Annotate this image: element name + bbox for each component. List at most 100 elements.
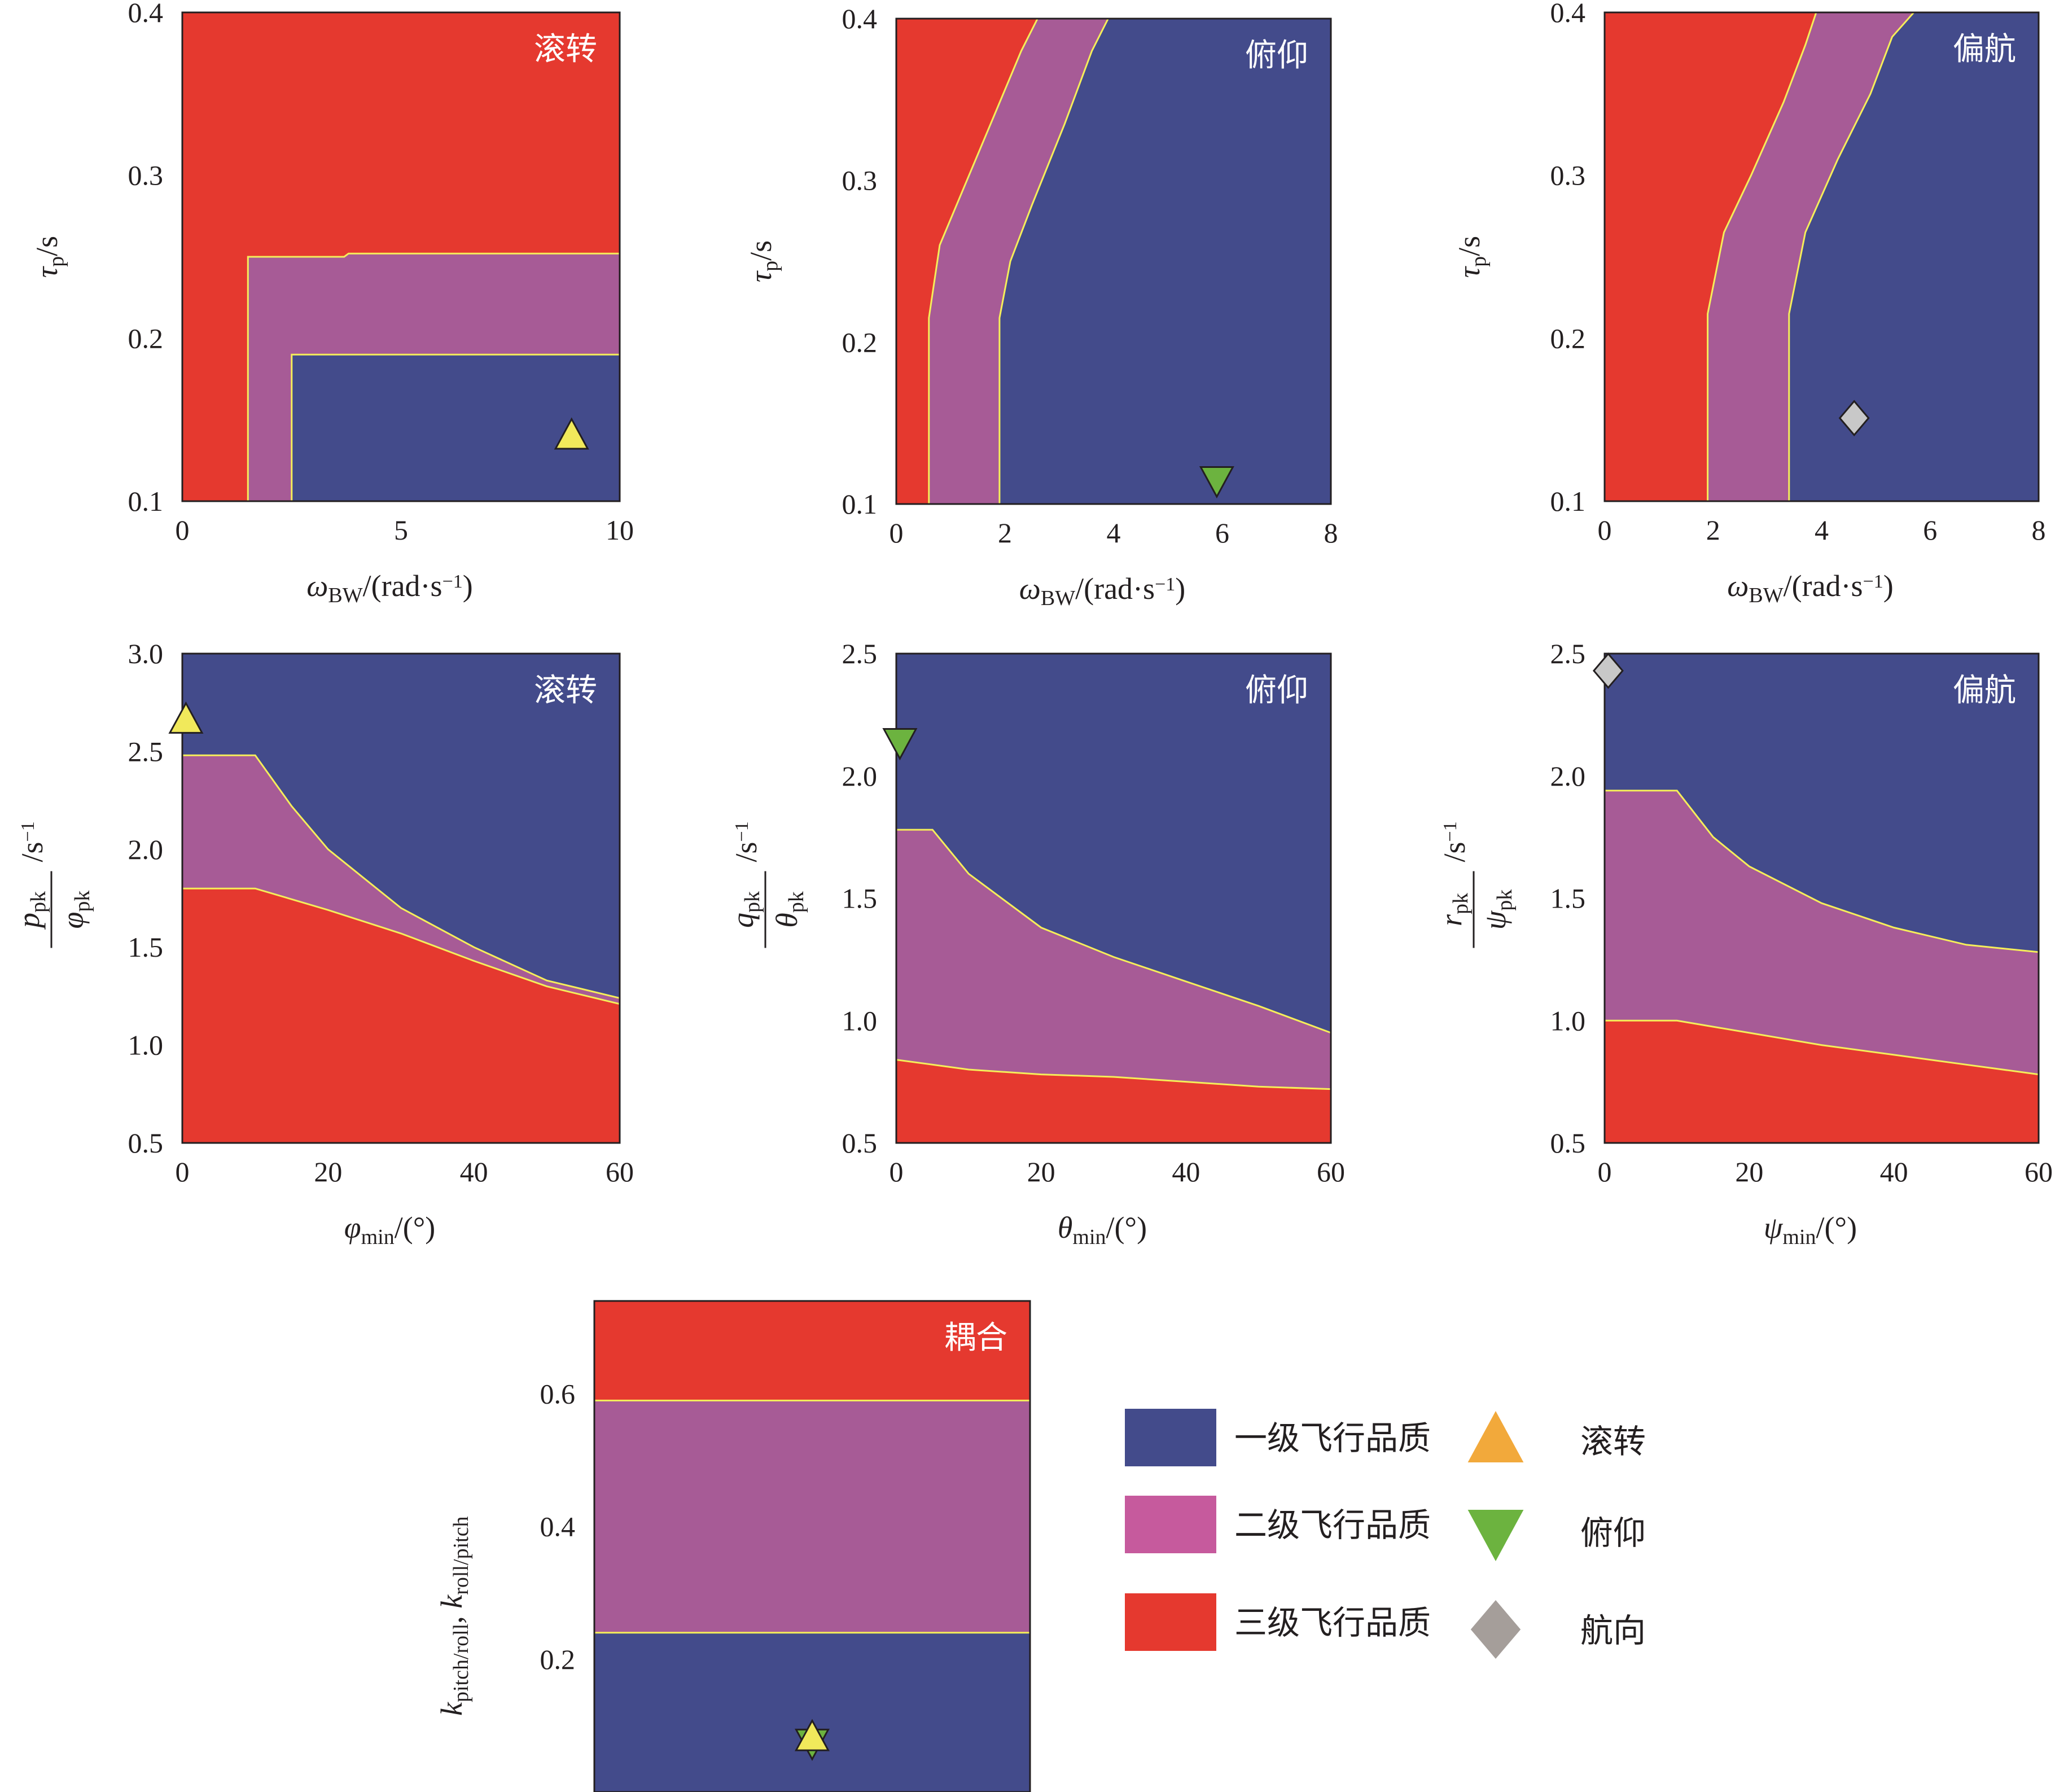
axis-label: τp/s — [744, 240, 782, 282]
y-tick-label: 2.5 — [842, 638, 878, 669]
marker-diamond — [1838, 400, 1870, 437]
region-level1 — [594, 1632, 1030, 1792]
boundary-line-2 — [1788, 12, 1915, 501]
plot-frame — [1603, 11, 2040, 502]
region-level2 — [182, 755, 620, 1004]
y-tick-label: 0.5 — [128, 1127, 164, 1159]
y-tick-label: 0.1 — [1550, 485, 1586, 517]
boundary-line-2 — [896, 1059, 1331, 1090]
y-tick-label: 0.2 — [128, 322, 164, 354]
axis-label: /s−1 — [15, 821, 49, 862]
y-tick-label: 0.5 — [1550, 1127, 1586, 1159]
y-tick-label: 0.3 — [128, 160, 164, 191]
region-level1 — [182, 654, 620, 998]
boundary-line-2 — [1605, 1019, 2039, 1076]
plot-area — [1605, 12, 2039, 501]
y-tick-label: 1.0 — [842, 1005, 878, 1036]
x-tick-label: 4 — [1815, 514, 1829, 546]
region-level2 — [896, 830, 1331, 1089]
plot-frame — [181, 11, 621, 502]
region-level2 — [928, 19, 1108, 504]
x-tick-label: 60 — [606, 1156, 634, 1188]
x-tick-label: 0 — [890, 517, 904, 549]
x-tick-label: 8 — [2032, 514, 2046, 546]
y-tick-label: 0.6 — [540, 1378, 576, 1410]
region-level1 — [1789, 12, 2039, 501]
chart-pitch-bandwidth: 俯仰 0.1 0.2 0.3 0.4 0 2 4 6 8 ωBW/(rad·s−1) τp/s — [744, 3, 1338, 610]
axis-label: ωBW/(rad·s−1) — [1019, 572, 1185, 610]
region-level2 — [1605, 790, 2039, 1075]
chart-pitch-attitude: 俯仰 0.5 1.0 1.5 2.0 2.5 0 20 40 60 θmin/(°) qpkθpk/s… — [726, 638, 1345, 1249]
x-tick-label: 60 — [1317, 1156, 1345, 1188]
plot-frame — [895, 17, 1332, 505]
axis-label: θmin/(°) — [1058, 1211, 1147, 1249]
x-tick-label: 10 — [606, 514, 634, 546]
legend-swatch-level2 — [1125, 1496, 1216, 1553]
axis-label: ppk — [12, 891, 50, 930]
x-tick-label: 0 — [890, 1156, 904, 1188]
marker-triangle-up — [554, 417, 589, 450]
panel-title: 俯仰 — [1245, 37, 1308, 74]
x-tick-label: 40 — [1880, 1156, 1908, 1188]
x-tick-label: 20 — [1735, 1156, 1763, 1188]
x-tick-label: 4 — [1107, 517, 1121, 549]
chart-coupling: 耦合 0.2 0.4 0.6 kpitch/roll, kroll/pitch — [435, 1300, 1031, 1792]
marker-triangle-up — [794, 1719, 830, 1751]
x-tick-label: 2 — [1706, 514, 1720, 546]
chart-roll-bandwidth: 滚转 0.1 0.2 0.3 0.4 0 5 10 ωBW/(rad·s−1) τp/s — [30, 0, 634, 607]
plot-area — [182, 654, 620, 1143]
axis-label: θpk — [770, 891, 808, 928]
x-tick-label: 0 — [1598, 514, 1612, 546]
x-tick-label: 8 — [1324, 517, 1338, 549]
plot-frame — [593, 1300, 1031, 1792]
y-tick-label: 0.2 — [540, 1644, 576, 1675]
x-tick-label: 20 — [1027, 1156, 1055, 1188]
y-tick-label: 0.4 — [128, 0, 164, 28]
marker-triangle-down — [1199, 466, 1234, 499]
legend-marker-triangle-up — [1467, 1411, 1524, 1462]
plot-area — [896, 654, 1331, 1143]
x-tick-label: 0 — [1598, 1156, 1612, 1188]
y-tick-label: 0.4 — [1550, 0, 1586, 28]
axis-label: /s−1 — [729, 821, 763, 862]
marker-triangle-up — [168, 701, 204, 734]
y-tick-label: 0.5 — [842, 1127, 878, 1159]
chart-roll-attitude: 滚转 0.5 1.0 1.5 2.0 2.5 3.0 0 20 40 60 φmin/(°) ppkφp… — [12, 638, 634, 1249]
y-tick-label: 1.0 — [1550, 1005, 1586, 1036]
plot-area — [594, 1301, 1030, 1792]
y-tick-label: 0.3 — [842, 165, 878, 196]
axis-label: ωBW/(rad·s−1) — [306, 569, 472, 607]
legend-label: 俯仰 — [1580, 1514, 1646, 1552]
plot-frame — [1603, 652, 2040, 1144]
plot-area — [896, 19, 1331, 504]
x-tick-label: 60 — [2025, 1156, 2053, 1188]
panel-title: 偏航 — [1953, 31, 2016, 68]
y-tick-label: 2.5 — [1550, 638, 1586, 669]
boundary-line-1 — [1605, 790, 2039, 953]
boundary-line-1 — [896, 829, 1331, 1034]
y-tick-label: 0.3 — [1550, 160, 1586, 191]
region-level1 — [896, 654, 1331, 1033]
region-level1 — [291, 354, 620, 501]
panel-title: 俯仰 — [1245, 672, 1308, 709]
chart-yaw-attitude: 偏航 0.5 1.0 1.5 2.0 2.5 0 20 40 60 ψmin/(°) rpkψpk/s… — [1434, 638, 2053, 1249]
axis-label: qpk — [726, 891, 764, 928]
region-level2 — [594, 1400, 1030, 1633]
y-tick-label: 2.5 — [128, 735, 164, 767]
y-tick-label: 0.1 — [842, 488, 878, 520]
boundary-line-1 — [247, 252, 620, 501]
axis-label: rpk — [1434, 893, 1473, 926]
panel-title: 耦合 — [944, 1320, 1007, 1356]
x-tick-label: 5 — [394, 514, 408, 546]
boundary-line-2 — [291, 353, 620, 501]
y-tick-label: 1.5 — [1550, 883, 1586, 914]
y-tick-label: 2.0 — [842, 760, 878, 792]
y-tick-label: 1.0 — [128, 1029, 164, 1061]
boundary-line-1 — [1707, 12, 1817, 501]
legend-label: 一级飞行品质 — [1234, 1419, 1431, 1457]
legend-marker-diamond — [1470, 1600, 1521, 1659]
panel-title: 滚转 — [534, 31, 597, 68]
